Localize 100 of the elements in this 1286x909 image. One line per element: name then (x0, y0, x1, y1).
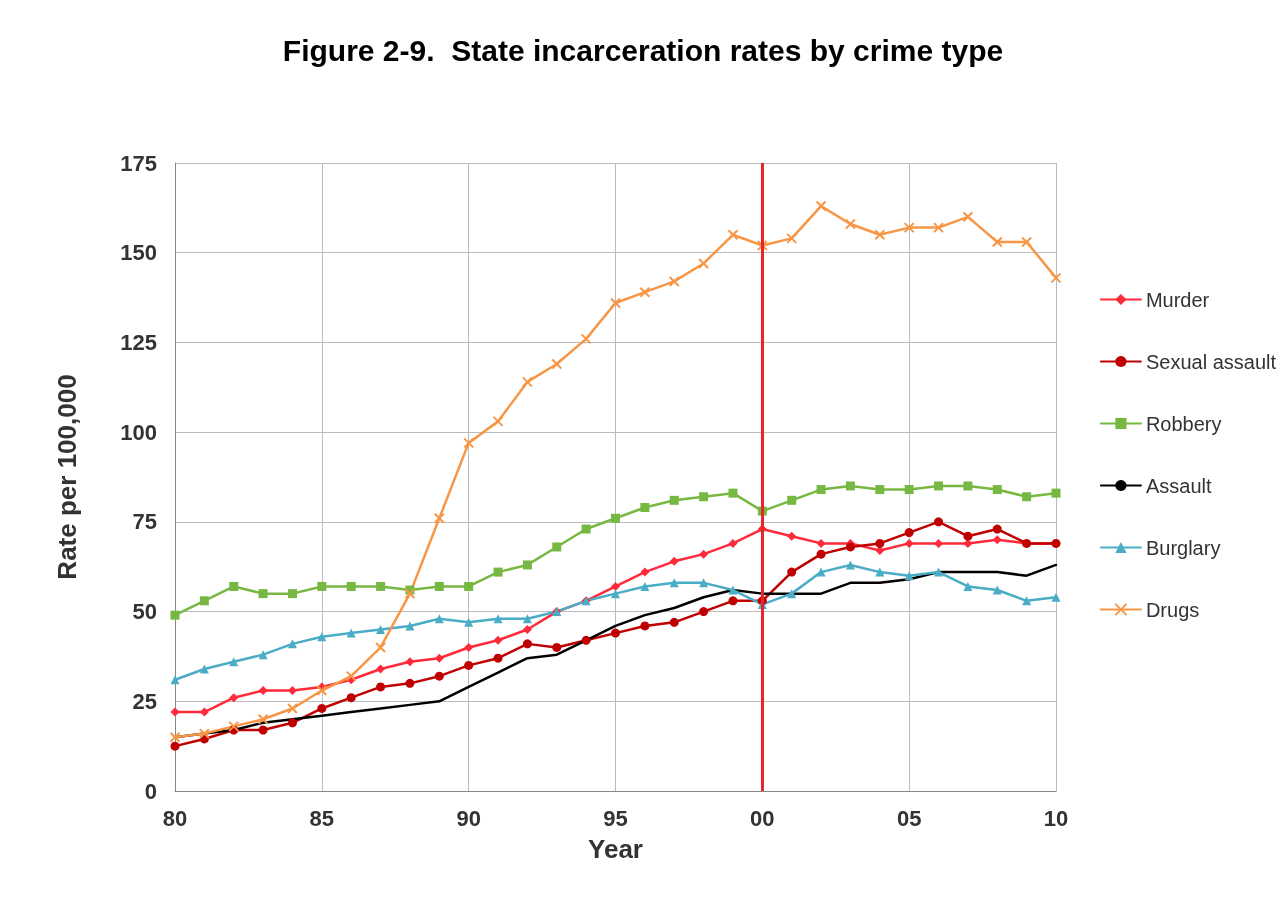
point (228, 720, 240, 732)
point (728, 585, 738, 595)
point (258, 650, 268, 660)
chart-title: Figure 2-9. State incarceration rates by crime type (282, 33, 1004, 67)
point (992, 535, 1002, 545)
point (875, 485, 885, 495)
point (1051, 488, 1061, 498)
point (787, 495, 797, 505)
point (727, 229, 739, 241)
point (287, 718, 297, 728)
point (934, 481, 944, 491)
point (669, 495, 679, 505)
point (493, 653, 503, 663)
y-tick-label: 175 (120, 150, 157, 176)
point (992, 485, 1002, 495)
point (522, 614, 532, 624)
x-axis-title: Year (588, 834, 643, 864)
point (728, 538, 738, 548)
point (991, 236, 1003, 248)
point (257, 713, 269, 725)
point (787, 531, 797, 541)
point (845, 481, 855, 491)
y-axis-title: Rate per 100,000 (52, 374, 82, 580)
point (962, 211, 974, 223)
point (376, 625, 386, 635)
point (287, 589, 297, 599)
point (170, 741, 180, 751)
x-tick-label: 05 (896, 805, 922, 831)
point (1050, 272, 1062, 284)
point (170, 707, 180, 717)
point (611, 628, 620, 638)
point (434, 581, 444, 591)
point (229, 581, 239, 591)
point (287, 639, 297, 649)
legend-label: Sexual assault (1145, 350, 1277, 373)
point (522, 625, 532, 635)
point (581, 524, 591, 534)
point (904, 485, 914, 495)
point (640, 621, 650, 631)
point (786, 232, 798, 244)
point (317, 581, 327, 591)
point (756, 240, 768, 252)
x-tick-label: 90 (456, 805, 481, 831)
point (1051, 592, 1061, 602)
point (492, 415, 504, 427)
point (552, 542, 562, 552)
point (464, 660, 474, 670)
point (346, 581, 356, 591)
point (464, 581, 474, 591)
legend-label: Drugs (1145, 598, 1200, 621)
point (317, 703, 327, 713)
point (345, 670, 357, 682)
point (346, 693, 356, 703)
point (611, 581, 620, 591)
point (170, 610, 180, 620)
point (464, 617, 474, 627)
point (963, 581, 973, 591)
point (904, 528, 914, 538)
x-tick-label: 80 (162, 805, 188, 831)
point (728, 596, 738, 606)
point (639, 286, 651, 298)
x-tick-label: 10 (1043, 805, 1069, 831)
point (698, 257, 710, 269)
point (844, 218, 856, 230)
point (404, 588, 416, 600)
point (728, 488, 738, 498)
y-tick-label: 75 (132, 509, 157, 535)
point (875, 546, 885, 556)
point (640, 567, 650, 577)
point (433, 512, 445, 524)
point (903, 222, 915, 234)
point (933, 222, 945, 234)
point (493, 567, 503, 577)
x-tick-label: 95 (603, 805, 628, 831)
point (611, 513, 620, 523)
point (904, 571, 914, 581)
x-tick-label: 00 (750, 805, 775, 831)
point (963, 481, 973, 491)
y-tick-label: 100 (120, 419, 157, 445)
point (581, 635, 591, 645)
point (699, 492, 709, 502)
point (699, 549, 709, 559)
point (376, 581, 386, 591)
point (904, 538, 914, 548)
point (640, 503, 650, 512)
point (992, 585, 1002, 595)
point (580, 333, 592, 345)
y-tick-label: 0 (144, 778, 157, 804)
point (522, 639, 532, 649)
point (816, 567, 826, 577)
legend-label: Murder (1145, 288, 1210, 311)
point (640, 581, 650, 591)
point (376, 682, 386, 692)
legend-label: Burglary (1145, 536, 1221, 559)
point (346, 628, 356, 638)
point (199, 596, 209, 606)
point (668, 275, 680, 287)
point (521, 376, 533, 388)
point (169, 731, 181, 743)
point (874, 229, 886, 241)
